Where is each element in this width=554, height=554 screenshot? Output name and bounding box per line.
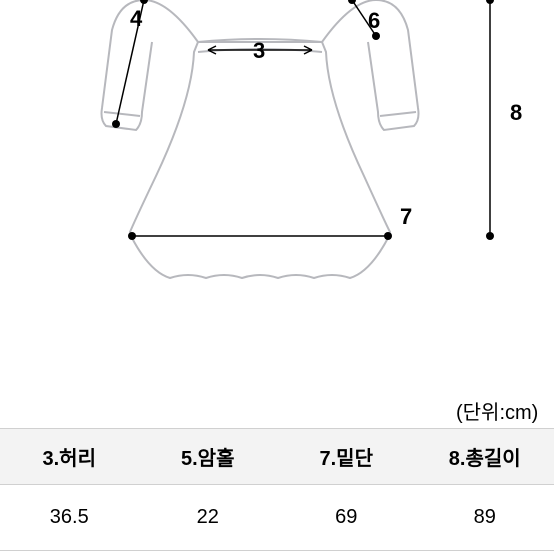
measure-4-dot-top [140, 0, 148, 4]
th-armhole: 5.암홀 [139, 429, 278, 485]
label-7: 7 [400, 204, 412, 230]
measure-4-dot-bottom [112, 120, 120, 128]
label-8: 8 [510, 100, 522, 126]
unit-label: (단위:cm) [456, 396, 538, 425]
left-cuff [104, 112, 140, 116]
size-table: 3.허리 5.암홀 7.밑단 8.총길이 36.5 22 69 89 [0, 428, 554, 551]
td-waist: 36.5 [0, 485, 139, 551]
td-hem: 69 [277, 485, 416, 551]
th-hem: 7.밑단 [277, 429, 416, 485]
skirt-outline [130, 42, 390, 278]
measure-7-dot-r [384, 232, 392, 240]
label-4: 4 [130, 6, 142, 32]
measure-8-dot-bottom [486, 232, 494, 240]
td-armhole: 22 [139, 485, 278, 551]
root: 3 4 6 7 8 (단위:cm) 3.허리 5.암홀 7.밑단 8.총길이 3… [0, 0, 554, 554]
table-row: 36.5 22 69 89 [0, 485, 554, 551]
measure-8-dot-top [486, 0, 494, 4]
dress-size-diagram [0, 0, 554, 380]
right-cuff [380, 112, 416, 116]
td-length: 89 [416, 485, 554, 551]
measure-7-dot-l [128, 232, 136, 240]
th-length: 8.총길이 [416, 429, 554, 485]
label-6: 6 [368, 8, 380, 34]
label-3: 3 [253, 38, 265, 64]
left-sleeve [102, 0, 199, 130]
table-header-row: 3.허리 5.암홀 7.밑단 8.총길이 [0, 429, 554, 485]
th-waist: 3.허리 [0, 429, 139, 485]
